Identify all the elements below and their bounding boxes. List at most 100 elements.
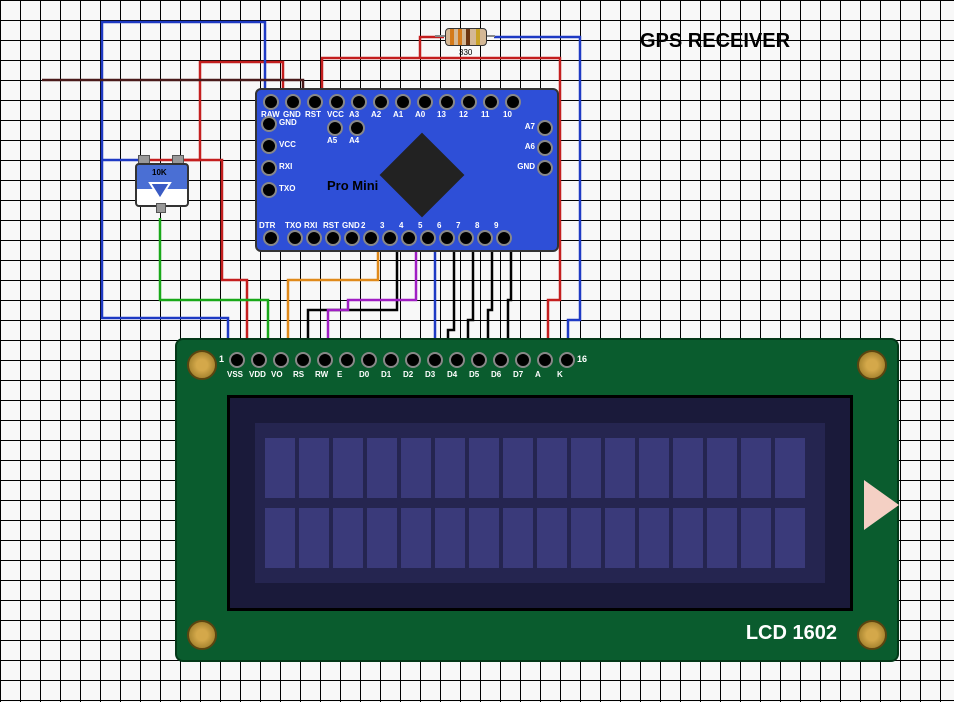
pin-label: GND (517, 162, 535, 171)
lcd-char-cell (401, 508, 431, 568)
lcd-pin-label: D4 (447, 370, 457, 379)
resistor-body (445, 28, 487, 46)
resistor-value: 330 (459, 48, 472, 57)
lcd-pin-label: VO (271, 370, 283, 379)
lcd-char-cell (299, 438, 329, 498)
lcd-char-cell (741, 508, 771, 568)
lcd-pin-d2 (405, 352, 421, 368)
lcd-pin-d7 (515, 352, 531, 368)
lcd-char-cell (333, 438, 363, 498)
pin-9 (496, 230, 512, 246)
potentiometer: 10K (130, 155, 190, 225)
pin-label: TXO (285, 221, 301, 230)
lcd-pin-d3 (427, 352, 443, 368)
pin-rst (307, 94, 323, 110)
lcd-char-cell (673, 438, 703, 498)
pin-label: 13 (437, 110, 446, 119)
lcd-char-cell (571, 508, 601, 568)
pin-label: GND (279, 118, 297, 127)
pin-label: 11 (481, 110, 489, 119)
pin-label: 7 (456, 221, 460, 230)
lcd-pin-label: D6 (491, 370, 501, 379)
lcd-char-cell (503, 508, 533, 568)
lcd-pin-vo (273, 352, 289, 368)
lcd-char-cell (367, 508, 397, 568)
lcd-pin-k (559, 352, 575, 368)
pin-dtr (263, 230, 279, 246)
lcd-screen (255, 423, 825, 583)
pin-label: 2 (361, 221, 365, 230)
pin-label: RST (305, 110, 321, 119)
lcd-char-cell (401, 438, 431, 498)
lcd-char-cell (571, 438, 601, 498)
lcd-char-cell (707, 508, 737, 568)
pin-label: 4 (399, 221, 403, 230)
pin-label: 10 (503, 110, 512, 119)
pin-raw (263, 94, 279, 110)
pin-label: A7 (525, 122, 535, 131)
lcd-char-cell (741, 438, 771, 498)
lcd-char-cell (367, 438, 397, 498)
lcd-char-cell (639, 508, 669, 568)
lcd-pin-d5 (471, 352, 487, 368)
lcd-pin-d1 (383, 352, 399, 368)
pot-wiper-pin (156, 203, 166, 213)
lcd-char-cell (503, 438, 533, 498)
screw-icon (187, 620, 217, 650)
lcd-pin-label: VSS (227, 370, 243, 379)
lcd-pin-label: D3 (425, 370, 435, 379)
pin-label: RXI (304, 221, 317, 230)
pin-label: TXO (279, 184, 295, 193)
wire (508, 240, 511, 352)
pin-rst (325, 230, 341, 246)
lcd-char-cell (707, 438, 737, 498)
wire (348, 240, 435, 352)
pin-4 (401, 230, 417, 246)
pin-8 (477, 230, 493, 246)
pot-arrow-icon (148, 181, 172, 201)
wire (288, 240, 378, 352)
pin-13 (439, 94, 455, 110)
pin-label: VCC (327, 110, 344, 119)
wire (448, 240, 454, 352)
pin-11 (483, 94, 499, 110)
pin-gnd (344, 230, 360, 246)
lcd-pin-rs (295, 352, 311, 368)
pin-label: A4 (349, 136, 359, 145)
lcd-char-cell (435, 438, 465, 498)
lcd-char-cell (673, 508, 703, 568)
lcd-char-cell (537, 438, 567, 498)
pin-label: 3 (380, 221, 384, 230)
mcu-chip-icon (380, 133, 465, 218)
lcd-pin-vss (229, 352, 245, 368)
pin-label: 5 (418, 221, 422, 230)
lcd-pin-d0 (361, 352, 377, 368)
board-name: Pro Mini (327, 178, 378, 193)
lcd-pin-label: D0 (359, 370, 369, 379)
lcd-pin-a (537, 352, 553, 368)
lcd-char-cell (469, 438, 499, 498)
lcd-pin-label: E (337, 370, 342, 379)
lcd-pin-rw (317, 352, 333, 368)
lcd-screen-bezel (227, 395, 853, 611)
lcd-pin-label: D2 (403, 370, 413, 379)
wire (308, 240, 397, 352)
pin-label: 9 (494, 221, 498, 230)
lcd-char-cell (299, 508, 329, 568)
lcd-char-cell (333, 508, 363, 568)
pin-a4 (349, 120, 365, 136)
pin-gnd (285, 94, 301, 110)
pin-10 (505, 94, 521, 110)
pin-label: GND (342, 221, 360, 230)
pin-vcc (261, 138, 277, 154)
lcd-pin-d6 (493, 352, 509, 368)
screw-icon (187, 350, 217, 380)
pin-label: DTR (259, 221, 275, 230)
lcd-pin-label: D7 (513, 370, 523, 379)
lcd-pin-label: D5 (469, 370, 479, 379)
lcd-char-cell (605, 508, 635, 568)
lcd-char-cell (639, 438, 669, 498)
wire (182, 160, 247, 352)
lcd-pin-label: K (557, 370, 563, 379)
lcd-char-cell (775, 508, 805, 568)
